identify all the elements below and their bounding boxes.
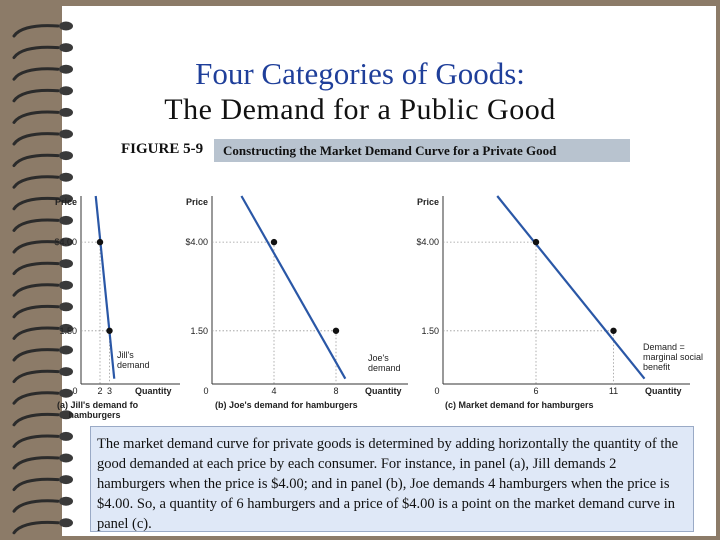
x-axis-label: Quantity — [645, 386, 682, 396]
binding-ring — [12, 456, 60, 470]
binding-hole — [59, 43, 73, 53]
slide-title-line2: The Demand for a Public Good — [164, 93, 556, 126]
y-axis-label: Price — [186, 197, 208, 207]
binding-hole — [59, 475, 73, 485]
binding-ring — [12, 304, 60, 319]
binding-hole — [59, 345, 73, 355]
binding-hole — [59, 302, 73, 312]
binding-ring — [12, 45, 60, 60]
binding-hole — [59, 21, 73, 31]
binding-ring — [12, 369, 60, 384]
binding-ring — [12, 153, 60, 168]
binding-ring — [12, 67, 60, 81]
binding-hole — [59, 280, 73, 290]
x-tick-label: 0 — [434, 386, 439, 396]
y-tick-label: $4.00 — [54, 237, 77, 247]
binding-hole — [59, 151, 73, 161]
binding-ring — [12, 110, 60, 124]
binding-ring — [12, 175, 60, 189]
figure-title-bar: Constructing the Market Demand Curve for… — [214, 139, 630, 162]
binding-hole — [59, 172, 73, 182]
y-tick-label: 1.50 — [421, 326, 439, 336]
series-label: Joe's demand — [368, 353, 401, 373]
series-label: Jill's demand — [117, 350, 150, 370]
panel-title: (c) Market demand for hamburgers — [445, 400, 594, 410]
binding-hole — [59, 215, 73, 225]
spiral-binding — [12, 21, 73, 535]
binding-ring — [12, 88, 60, 103]
binding-hole — [59, 194, 73, 204]
panel-title: (b) Joe's demand for hamburgers — [215, 400, 358, 410]
binding-ring — [12, 348, 60, 362]
binding-hole — [59, 129, 73, 139]
caption-text: The market demand curve for private good… — [97, 436, 679, 532]
binding-ring — [12, 412, 60, 427]
binding-ring — [12, 218, 60, 232]
binding-hole — [59, 323, 73, 333]
demand-point — [106, 327, 113, 334]
series-label: Demand = marginal social benefit — [643, 342, 703, 372]
x-tick-label: 2 — [97, 386, 102, 396]
x-tick-label: 4 — [271, 386, 276, 396]
caption-box: The market demand curve for private good… — [90, 426, 694, 532]
y-axis-label: Price — [55, 197, 77, 207]
binding-hole — [59, 453, 73, 463]
demand-curve — [94, 195, 116, 379]
binding-ring — [12, 196, 60, 211]
binding-ring — [12, 132, 60, 146]
binding-hole — [59, 86, 73, 96]
slide-title-line1: Four Categories of Goods: — [195, 56, 525, 91]
binding-ring — [12, 261, 60, 276]
binding-hole — [59, 388, 73, 398]
binding-hole — [59, 431, 73, 441]
demand-point — [610, 327, 617, 334]
binding-hole — [59, 367, 73, 377]
binding-ring — [12, 477, 60, 492]
binding-hole — [59, 259, 73, 269]
binding-hole — [59, 518, 73, 528]
binding-ring — [12, 520, 60, 535]
figure-title: Constructing the Market Demand Curve for… — [223, 143, 557, 158]
y-axis-label: Price — [417, 197, 439, 207]
binding-ring — [12, 391, 60, 405]
demand-point — [96, 238, 104, 246]
binding-hole — [59, 410, 73, 420]
binding-ring — [12, 434, 60, 448]
panel-title: (a) Jill's demand fo hamburgers — [57, 400, 139, 420]
x-tick-label: 3 — [107, 386, 112, 396]
x-tick-label: 0 — [203, 386, 208, 396]
binding-ring — [12, 499, 60, 513]
demand-point — [332, 327, 340, 334]
x-tick-label: 6 — [533, 386, 538, 396]
x-axis-label: Quantity — [365, 386, 402, 396]
binding-hole — [59, 64, 73, 74]
demand-point — [532, 238, 540, 246]
y-tick-label: 1.50 — [190, 326, 208, 336]
x-tick-label: 0 — [72, 386, 77, 396]
y-tick-label: $4.00 — [185, 237, 208, 247]
figure-number: FIGURE 5-9 — [121, 141, 204, 157]
demand-curve — [240, 195, 347, 380]
demand-curve — [496, 195, 646, 380]
y-tick-label: 1.50 — [59, 326, 77, 336]
binding-ring — [12, 283, 60, 297]
x-tick-label: 11 — [609, 386, 618, 396]
binding-ring — [12, 240, 60, 254]
binding-hole — [59, 237, 73, 247]
demand-point — [270, 238, 278, 246]
x-axis-label: Quantity — [135, 386, 172, 396]
binding-ring — [12, 326, 60, 340]
y-tick-label: $4.00 — [416, 237, 439, 247]
binding-ring — [12, 24, 60, 38]
binding-hole — [59, 496, 73, 506]
x-tick-label: 8 — [333, 386, 338, 396]
binding-hole — [59, 107, 73, 117]
